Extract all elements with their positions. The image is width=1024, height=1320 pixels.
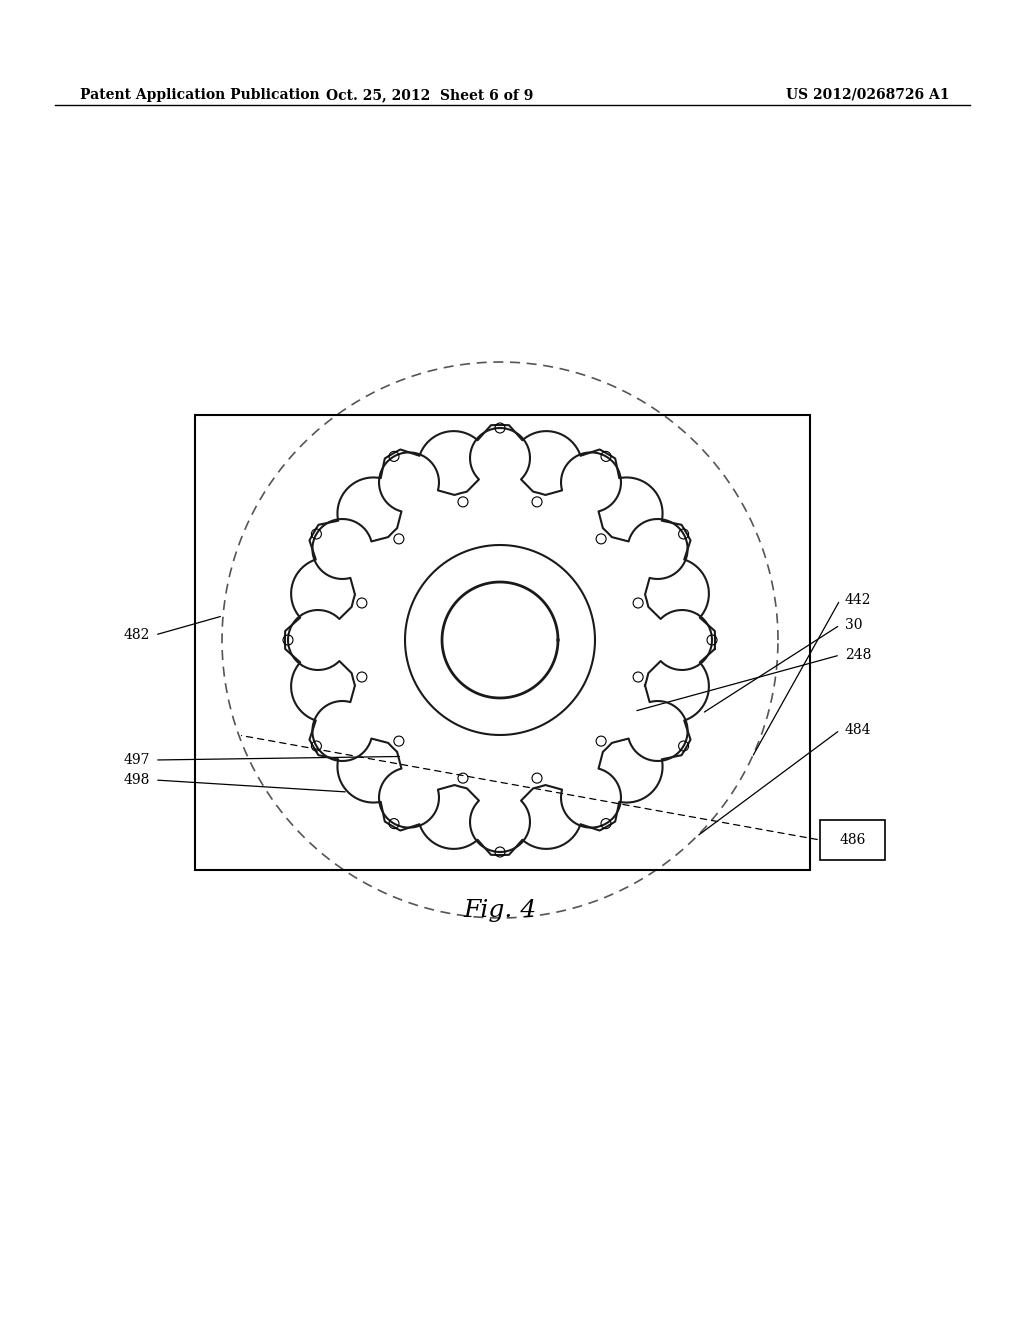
- Text: 484: 484: [845, 723, 871, 737]
- Text: Fig. 4: Fig. 4: [464, 899, 537, 921]
- Text: 30: 30: [845, 618, 862, 632]
- Text: 498: 498: [124, 774, 150, 787]
- Text: Oct. 25, 2012  Sheet 6 of 9: Oct. 25, 2012 Sheet 6 of 9: [327, 88, 534, 102]
- Bar: [195, 414, 810, 870]
- Text: Patent Application Publication: Patent Application Publication: [80, 88, 319, 102]
- Bar: [820, 820, 885, 861]
- Text: 482: 482: [124, 628, 150, 642]
- Text: 248: 248: [845, 648, 871, 663]
- Text: US 2012/0268726 A1: US 2012/0268726 A1: [786, 88, 950, 102]
- Text: 442: 442: [845, 593, 871, 607]
- Text: 497: 497: [124, 752, 150, 767]
- Text: 486: 486: [840, 833, 865, 847]
